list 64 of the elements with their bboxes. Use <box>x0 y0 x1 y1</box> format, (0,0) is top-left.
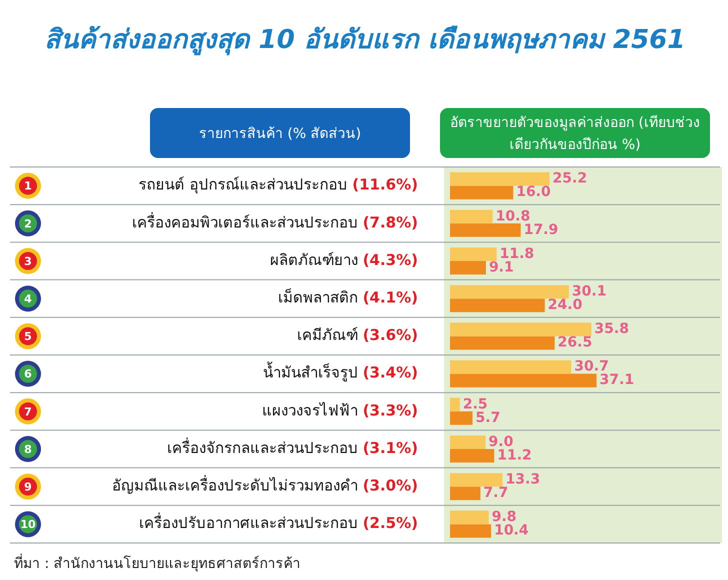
data-label: 25.2 <box>552 170 588 187</box>
data-label: 9.1 <box>488 259 514 276</box>
text: ที่มา : สำนักงานนโยบายและยุทธศาสตร์การค้า <box>14 552 301 574</box>
text: 4 <box>24 292 32 306</box>
bar <box>450 298 545 312</box>
text: 7 <box>24 405 32 418</box>
text: 9 <box>24 480 32 494</box>
text: 5 <box>24 330 32 344</box>
data-label: 24.0 <box>548 297 583 314</box>
data-label: 10.4 <box>494 522 529 539</box>
y-tick-label: อัญมณีและเครื่องประดับไม่รวมทองคำ (3.0%) <box>112 474 418 494</box>
bar <box>450 510 489 524</box>
text: 6 <box>24 368 32 381</box>
data-label: 30.7 <box>574 358 609 375</box>
data-label: 9.0 <box>488 434 514 450</box>
bar <box>450 486 480 500</box>
bar <box>450 322 592 336</box>
bar <box>450 247 497 261</box>
y-tick-label: เครื่องคอมพิวเตอร์และส่วนประกอบ (7.8%) <box>132 211 418 232</box>
bar <box>450 360 572 374</box>
bar <box>450 172 550 186</box>
text: 1 <box>24 180 32 193</box>
bar <box>450 223 521 237</box>
y-tick-label: รถยนต์ อุปกรณ์และส่วนประกอบ (11.6%) <box>138 176 418 195</box>
bar <box>450 285 569 299</box>
y-tick-label: เม็ดพลาสติก (4.1%) <box>278 287 418 306</box>
data-label: 13.3 <box>506 471 540 488</box>
y-tick-label: เคมีภัณฑ์ (3.6%) <box>296 326 418 344</box>
data-label: 2.5 <box>462 396 488 412</box>
bar <box>450 435 486 449</box>
bar <box>450 261 486 275</box>
data-label: 17.9 <box>524 222 558 238</box>
bar <box>450 210 493 224</box>
y-tick-label: เครื่องจักรกลและส่วนประกอบ (3.1%) <box>166 436 418 457</box>
y-tick-label: น้ำมันสำเร็จรูป (3.4%) <box>262 362 418 382</box>
data-label: 9.8 <box>492 509 517 526</box>
data-label: 37.1 <box>600 372 634 388</box>
bar <box>450 336 555 350</box>
text: 3 <box>24 254 32 268</box>
y-tick-label: ผลิตภัณฑ์ยาง (4.3%) <box>270 250 418 269</box>
text: รายการสินค้า (% สัดส่วน) <box>150 108 410 158</box>
bar <box>450 449 494 463</box>
data-label: 11.2 <box>497 447 532 464</box>
data-label: 16.0 <box>516 184 551 200</box>
x-axis-title: อัตราขยายตัวของมูลค่าส่งออก (เทียบช่วงเดียวกันของปีก่อน %) <box>440 108 710 158</box>
y-tick-label: เครื่องปรับอากาศและส่วนประกอบ (2.5%) <box>138 512 418 532</box>
bar <box>450 411 473 425</box>
bar <box>450 374 597 388</box>
bar <box>450 186 514 200</box>
text: 2 <box>24 217 32 230</box>
y-tick-label: แผงวงจรไฟฟ้า (3.3%) <box>262 401 418 420</box>
data-label: 11.8 <box>500 246 534 262</box>
text: 10 <box>20 518 36 532</box>
data-label: 30.1 <box>572 283 606 300</box>
data-label: 35.8 <box>594 321 629 338</box>
text: 8 <box>24 442 32 456</box>
bar <box>450 398 460 412</box>
data-label: 5.7 <box>476 410 500 426</box>
bar <box>450 473 503 487</box>
bar <box>450 524 492 538</box>
chart-title: สินค้าส่งออกสูงสุด 10 อันดับแรก เดือนพฤษภาคม 2561 <box>44 24 686 58</box>
data-label: 26.5 <box>558 334 592 351</box>
data-label: 7.7 <box>483 485 508 502</box>
data-label: 10.8 <box>496 208 530 224</box>
